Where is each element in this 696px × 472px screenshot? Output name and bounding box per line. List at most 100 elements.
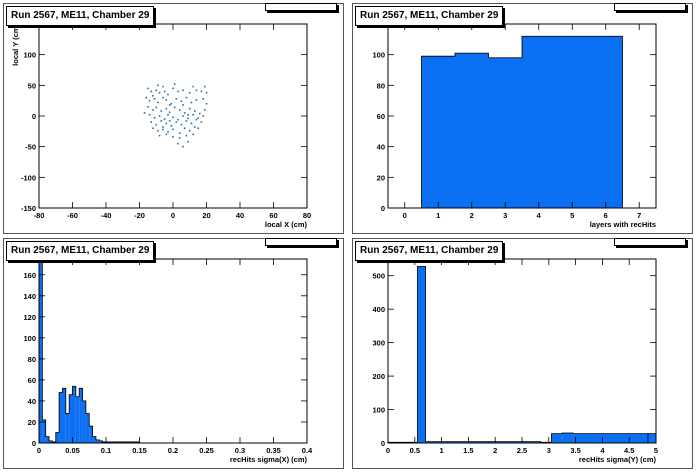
- y-tick-label: 40: [377, 143, 385, 152]
- scatter-point: [168, 104, 171, 106]
- scatter-point: [157, 84, 159, 87]
- x-tick-label: 5: [570, 211, 574, 220]
- scatter-point: [182, 104, 184, 106]
- scatter-point: [182, 115, 184, 117]
- scatter-point: [175, 98, 178, 100]
- scatter-point: [200, 121, 203, 123]
- histogram-bar: [82, 400, 86, 443]
- y-tick-label: 200: [372, 372, 385, 381]
- x-tick-label: 2.5: [517, 446, 527, 455]
- histogram-bar: [75, 396, 80, 443]
- scatter-point: [163, 118, 166, 120]
- histogram-bar: [49, 440, 53, 443]
- scatter-point: [200, 90, 203, 93]
- scatter-point: [153, 98, 156, 100]
- y-tick-label: 20: [28, 418, 36, 427]
- y-tick-label: 140: [23, 292, 36, 301]
- histogram-bar: [647, 433, 657, 444]
- y-tick-label: 20: [377, 173, 385, 182]
- scatter-point: [178, 109, 181, 111]
- y-tick-label: 160: [23, 271, 36, 280]
- scatter-point: [143, 112, 146, 114]
- stats-box: [614, 3, 686, 11]
- histogram-bar: [555, 36, 589, 209]
- histogram-bar: [62, 388, 66, 443]
- histogram-bar: [109, 441, 113, 443]
- histogram-outline: [387, 265, 657, 443]
- x-tick-label: -40: [101, 211, 112, 220]
- scatter-point: [197, 117, 199, 119]
- x-tick-label: 0: [403, 211, 407, 220]
- x-tick-label: 0.2: [168, 446, 178, 455]
- scatter-point: [177, 90, 179, 93]
- scatter-point: [193, 110, 196, 112]
- scatter-point: [192, 85, 194, 88]
- chart-title: Run 2567, ME11, Chamber 29: [6, 241, 155, 261]
- x-tick-label: 4.5: [624, 446, 634, 455]
- scatter-point: [150, 121, 153, 123]
- x-tick-label: 1: [436, 211, 440, 220]
- x-tick-label: 60: [269, 211, 277, 220]
- histogram-outline: [388, 35, 656, 209]
- scatter-point: [172, 87, 174, 90]
- scatter-point: [165, 133, 168, 136]
- scatter-point: [204, 109, 206, 111]
- plot-frame: [387, 258, 657, 444]
- x-axis-title: layers with recHits: [590, 220, 656, 229]
- scatter-point: [190, 101, 193, 104]
- scatter-point: [180, 123, 183, 126]
- scatter-point: [172, 116, 174, 119]
- scatter-point: [183, 127, 186, 130]
- scatter-point: [148, 99, 151, 102]
- stats-box: [265, 238, 337, 246]
- x-tick-label: 4: [600, 446, 605, 455]
- scatter-point: [147, 106, 149, 108]
- scatter-point: [183, 112, 186, 114]
- x-tick-label: 80: [303, 211, 311, 220]
- y-axis-title: local Y (cm): [11, 24, 20, 66]
- scatter-point: [185, 96, 188, 99]
- scatter-point: [195, 99, 198, 101]
- x-tick-label: 0.5: [410, 446, 420, 455]
- scatter-point: [187, 117, 189, 120]
- scatter-point: [165, 122, 168, 125]
- y-tick-label: 100: [372, 51, 385, 60]
- pad-local-xy: -80-60-40-20020406080-150-100-5005010015…: [3, 3, 344, 234]
- scatter-point: [187, 113, 189, 116]
- scatter-point: [152, 127, 154, 130]
- histogram-bar: [421, 56, 455, 209]
- x-tick-label: 3.5: [570, 446, 580, 455]
- scatter-point: [153, 117, 156, 119]
- histogram-bar: [112, 441, 117, 443]
- histogram-bar: [92, 436, 96, 443]
- histogram-bar: [522, 36, 556, 209]
- scatter-point: [158, 115, 161, 117]
- scatter-point: [188, 91, 191, 94]
- x-tick-label: 40: [236, 211, 244, 220]
- histogram-bar: [562, 432, 573, 443]
- x-tick-label: 0.25: [199, 446, 214, 455]
- histogram-bar: [99, 440, 103, 443]
- y-tick-label: 500: [372, 272, 385, 281]
- chart-title: Run 2567, ME11, Chamber 29: [355, 241, 504, 261]
- histogram-bar: [42, 419, 46, 443]
- y-tick-label: 0: [32, 112, 36, 121]
- scatter-point: [192, 133, 194, 136]
- scatter-point: [160, 110, 163, 112]
- y-tick-label: 40: [28, 397, 36, 406]
- x-tick-label: 0: [37, 446, 41, 455]
- scatter-point: [162, 96, 164, 99]
- scatter-point: [188, 107, 191, 110]
- y-tick-label: 300: [372, 339, 385, 348]
- x-tick-label: 3: [503, 211, 507, 220]
- scatter-point: [167, 93, 169, 96]
- histogram-bar: [79, 388, 83, 443]
- x-tick-label: -60: [67, 211, 78, 220]
- scatter-point: [168, 120, 171, 122]
- x-tick-label: 2: [493, 446, 497, 455]
- x-tick-label: 2: [470, 211, 474, 220]
- scatter-point: [152, 109, 154, 111]
- scatter-point: [187, 140, 189, 143]
- scatter-point: [162, 128, 164, 131]
- histogram-bar: [126, 441, 130, 443]
